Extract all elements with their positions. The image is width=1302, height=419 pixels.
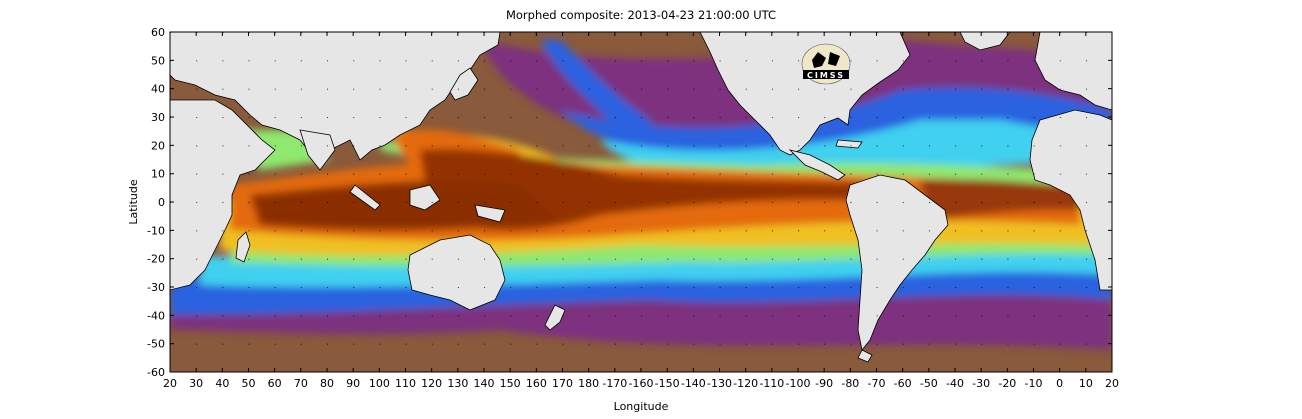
- x-tick-label: -150: [655, 377, 680, 390]
- x-tick-label: -60: [894, 377, 912, 390]
- y-tick-label: 40: [151, 83, 165, 96]
- x-tick-label: -140: [681, 377, 706, 390]
- x-tick-label: 80: [320, 377, 334, 390]
- grid-dots: [170, 32, 1112, 372]
- x-tick-label: 70: [294, 377, 308, 390]
- y-axis-label: Latitude: [127, 179, 140, 225]
- x-tick-label: 140: [474, 377, 495, 390]
- y-tick-label: 20: [151, 139, 165, 152]
- x-tick-label: 30: [189, 377, 203, 390]
- map-area: [170, 32, 1112, 372]
- x-tick-label: -10: [1025, 377, 1043, 390]
- y-tick-label: 50: [151, 54, 165, 67]
- x-tick-label: -120: [733, 377, 758, 390]
- y-tick-label: -40: [147, 309, 165, 322]
- x-tick-label: 60: [268, 377, 282, 390]
- x-tick-label: 170: [552, 377, 573, 390]
- x-tick-label: -90: [815, 377, 833, 390]
- y-tick-label: 60: [151, 26, 165, 39]
- y-tick-label: -10: [147, 224, 165, 237]
- x-tick-label: -160: [629, 377, 654, 390]
- x-tick-label: -80: [841, 377, 859, 390]
- x-tick-label: -50: [920, 377, 938, 390]
- x-tick-label: 20: [163, 377, 177, 390]
- x-axis-label: Longitude: [614, 400, 669, 413]
- x-tick-label: -20: [998, 377, 1016, 390]
- x-tick-label: -110: [759, 377, 784, 390]
- x-tick-label: 120: [421, 377, 442, 390]
- cimss-logo: CIMSS: [801, 43, 851, 85]
- x-tick-label: 0: [1056, 377, 1063, 390]
- x-axis: 20 30 40 50 60 70 80 90 100 110 120 130 140 150 160 170…: [163, 32, 1119, 390]
- x-tick-label: 180: [578, 377, 599, 390]
- y-tick-label: 10: [151, 168, 165, 181]
- x-tick-label: 110: [395, 377, 416, 390]
- x-tick-label: -130: [707, 377, 732, 390]
- y-tick-label: -20: [147, 253, 165, 266]
- y-tick-label: -60: [147, 366, 165, 379]
- x-tick-label: -170: [602, 377, 627, 390]
- logo-text: CIMSS: [807, 71, 845, 80]
- x-tick-label: 130: [447, 377, 468, 390]
- chart-title: Morphed composite: 2013-04-23 21:00:00 U…: [506, 8, 776, 22]
- x-tick-label: -70: [868, 377, 886, 390]
- x-tick-label: 150: [500, 377, 521, 390]
- x-tick-label: 100: [369, 377, 390, 390]
- x-tick-label: 20: [1105, 377, 1119, 390]
- y-tick-label: 30: [151, 111, 165, 124]
- x-tick-label: 10: [1079, 377, 1093, 390]
- y-axis: 60 50 40 30 20 10 0 -10 -20 -30 -40 -50 -60: [147, 26, 1112, 379]
- x-tick-label: -30: [972, 377, 990, 390]
- y-tick-label: -50: [147, 338, 165, 351]
- y-tick-label: 0: [158, 196, 165, 209]
- x-tick-label: 40: [215, 377, 229, 390]
- y-tick-label: -30: [147, 281, 165, 294]
- x-tick-label: -40: [946, 377, 964, 390]
- x-tick-label: 90: [346, 377, 360, 390]
- x-tick-label: 50: [242, 377, 256, 390]
- x-tick-label: -100: [786, 377, 811, 390]
- x-tick-label: 160: [526, 377, 547, 390]
